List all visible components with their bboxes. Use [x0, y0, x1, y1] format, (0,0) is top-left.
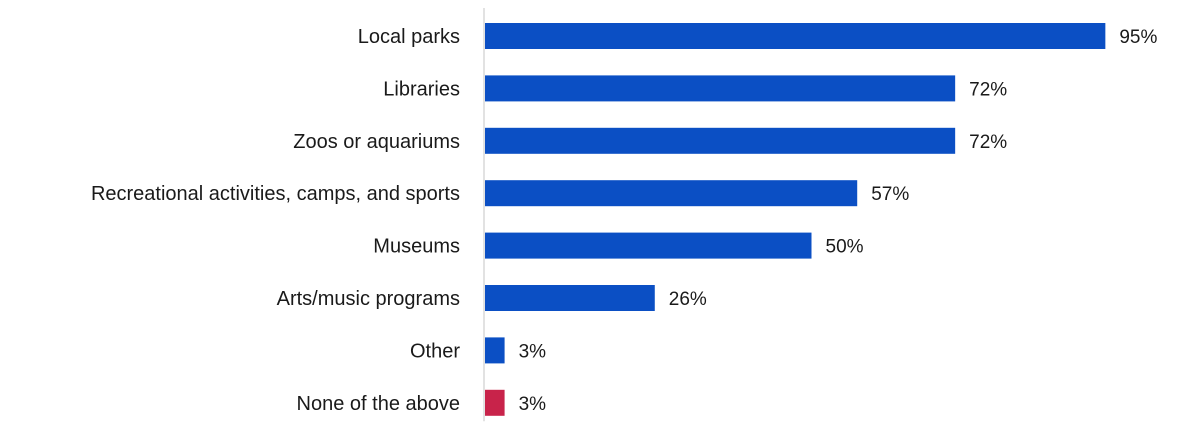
category-label: Libraries: [383, 78, 460, 100]
bar-highlight: [485, 389, 505, 416]
value-label: 72%: [969, 79, 1007, 100]
category-label: Arts/music programs: [277, 288, 460, 310]
category-label: None of the above: [297, 393, 460, 415]
value-label: 50%: [826, 237, 864, 258]
category-label: Other: [410, 340, 460, 362]
value-label: 72%: [969, 132, 1007, 153]
category-label: Local parks: [358, 26, 460, 48]
value-label: 95%: [1119, 27, 1157, 48]
category-label: Zoos or aquariums: [293, 131, 460, 153]
value-label: 3%: [519, 341, 547, 362]
category-label: Recreational activities, camps, and spor…: [91, 183, 460, 205]
bar: [485, 127, 956, 154]
bar: [485, 23, 1106, 49]
bar: [485, 75, 956, 102]
bar: [485, 337, 505, 364]
chart-rows: Local parks 95% Libraries 72% Zoos or aquari…: [91, 23, 1157, 416]
value-label: 57%: [871, 184, 909, 205]
category-label: Museums: [373, 236, 460, 258]
bar: [485, 285, 655, 311]
value-label: 26%: [669, 289, 707, 310]
value-label: 3%: [519, 394, 547, 415]
bar: [485, 232, 812, 259]
bar: [485, 180, 858, 207]
